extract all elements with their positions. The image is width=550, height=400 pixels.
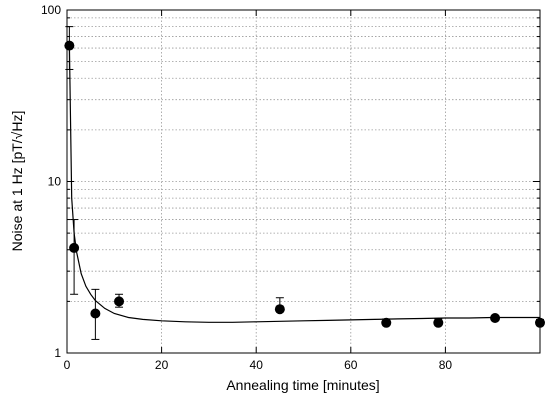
- x-tick-label: 20: [155, 358, 169, 372]
- data-point: [381, 317, 392, 328]
- x-tick-label: 0: [64, 358, 71, 372]
- data-point: [114, 296, 125, 307]
- fit-curve: [68, 45, 540, 323]
- series-layer: [64, 26, 545, 340]
- y-tick-label: 1: [54, 346, 61, 360]
- x-tick-label: 60: [344, 358, 358, 372]
- grid-layer: [67, 10, 540, 353]
- y-axis-label: Noise at 1 Hz [pT/√Hz]: [9, 111, 25, 252]
- x-axis-label: Annealing time [minutes]: [226, 377, 379, 393]
- y-tick-label: 10: [48, 175, 62, 189]
- data-point: [274, 304, 285, 315]
- x-tick-label: 40: [250, 358, 264, 372]
- data-point: [535, 317, 545, 328]
- data-point: [64, 40, 75, 51]
- data-point: [90, 308, 101, 319]
- tick-layer: 0 20 40 60 80 1 10 100: [41, 3, 540, 372]
- data-point: [490, 312, 501, 323]
- y-tick-label: 100: [41, 3, 61, 17]
- data-point: [433, 317, 444, 328]
- data-point: [69, 242, 80, 253]
- x-tick-label: 80: [439, 358, 453, 372]
